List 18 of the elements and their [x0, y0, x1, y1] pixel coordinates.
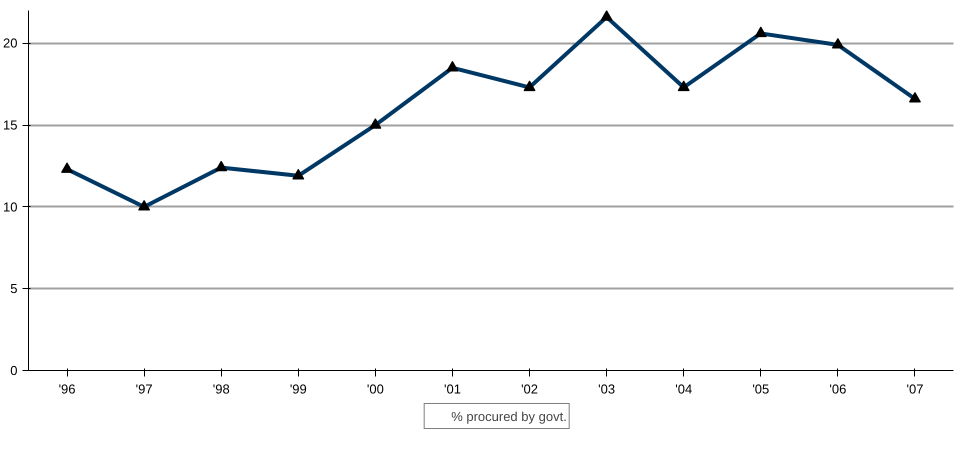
y-tick-label: 0 — [10, 363, 18, 378]
x-tick-label: '96 — [58, 382, 76, 396]
x-tick-label: '99 — [290, 382, 307, 396]
x-tick-label: '06 — [829, 382, 846, 396]
x-tick-label: '07 — [906, 382, 924, 396]
y-tick-label: 10 — [3, 199, 18, 214]
y-tick-label: 5 — [10, 281, 18, 296]
x-tick-label: '04 — [675, 382, 692, 396]
y-tick-label: 15 — [3, 118, 18, 133]
x-tick-label: '97 — [136, 382, 153, 396]
x-tick-label: '02 — [521, 382, 538, 396]
x-tick-label: '03 — [598, 382, 616, 396]
x-tick-label: '00 — [366, 382, 384, 396]
x-tick-label: '98 — [212, 382, 230, 396]
x-tick-label: '05 — [752, 382, 770, 396]
x-tick-label: '01 — [444, 382, 461, 396]
text: % procured by govt. — [451, 408, 567, 424]
y-tick-label: 20 — [3, 36, 18, 51]
